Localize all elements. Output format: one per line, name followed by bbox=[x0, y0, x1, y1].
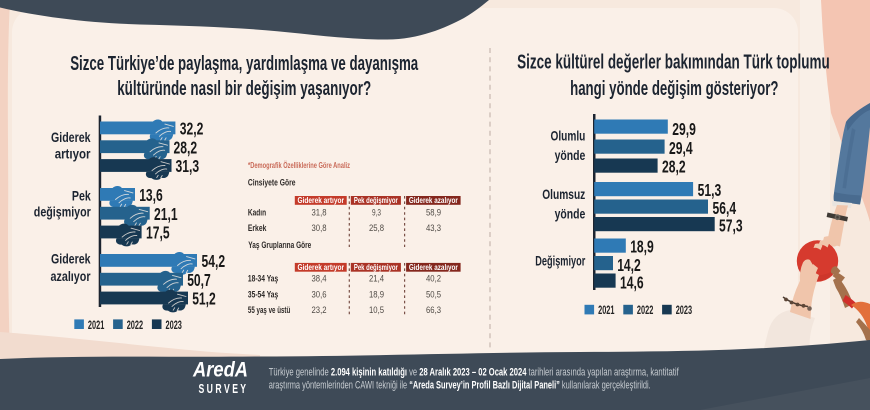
svg-text:38,4: 38,4 bbox=[312, 272, 327, 283]
svg-text:Giderek: Giderek bbox=[51, 250, 91, 266]
svg-text:Olumlu: Olumlu bbox=[551, 128, 586, 144]
svg-text:2021: 2021 bbox=[88, 318, 104, 332]
svg-text:25,8: 25,8 bbox=[369, 222, 384, 233]
svg-text:43,3: 43,3 bbox=[426, 222, 441, 233]
svg-text:31,8: 31,8 bbox=[312, 207, 327, 218]
svg-text:Türkiye genelinde 2.094 kişini: Türkiye genelinde 2.094 kişinin katıldığ… bbox=[269, 366, 680, 378]
svg-text:31,3: 31,3 bbox=[176, 156, 200, 176]
svg-text:yönde: yönde bbox=[555, 206, 586, 222]
svg-text:Kadın: Kadın bbox=[248, 208, 266, 218]
svg-text:kültüründe nasıl bir değişim y: kültüründe nasıl bir değişim yaşanıyor? bbox=[117, 78, 371, 100]
svg-text:14,2: 14,2 bbox=[617, 255, 641, 275]
svg-text:Giderek azalıyor: Giderek azalıyor bbox=[409, 262, 459, 272]
svg-text:18-34 Yaş: 18-34 Yaş bbox=[248, 273, 278, 283]
svg-text:18,9: 18,9 bbox=[369, 288, 384, 299]
svg-text:58,9: 58,9 bbox=[426, 207, 441, 218]
svg-text:51,3: 51,3 bbox=[698, 180, 722, 200]
svg-text:Pek değişmiyor: Pek değişmiyor bbox=[354, 262, 399, 272]
svg-text:9,3: 9,3 bbox=[372, 207, 381, 218]
svg-text:28,2: 28,2 bbox=[174, 137, 198, 157]
svg-text:değişmiyor: değişmiyor bbox=[34, 204, 91, 220]
svg-text:yönde: yönde bbox=[555, 147, 586, 163]
svg-text:Cinsiyete Göre: Cinsiyete Göre bbox=[248, 178, 296, 189]
svg-text:Erkek: Erkek bbox=[248, 223, 267, 233]
svg-text:18,9: 18,9 bbox=[630, 237, 654, 257]
svg-text:10,5: 10,5 bbox=[369, 304, 384, 315]
svg-text:2021: 2021 bbox=[598, 303, 614, 317]
svg-text:S U R V E Y: S U R V E Y bbox=[199, 382, 247, 396]
svg-text:Yaş Gruplarına Göre: Yaş Gruplarına Göre bbox=[248, 240, 311, 251]
svg-text:50,5: 50,5 bbox=[426, 288, 441, 299]
svg-text:50,7: 50,7 bbox=[187, 270, 211, 290]
svg-text:Giderek: Giderek bbox=[51, 129, 91, 145]
svg-text:30,8: 30,8 bbox=[312, 222, 327, 233]
svg-text:Olumsuz: Olumsuz bbox=[542, 186, 585, 202]
svg-text:hangi yönde değişim gösteriyor: hangi yönde değişim gösteriyor? bbox=[570, 78, 778, 100]
svg-text:Sizce Türkiye’de paylaşma, yar: Sizce Türkiye’de paylaşma, yardımlaşma v… bbox=[70, 53, 419, 75]
svg-text:23,2: 23,2 bbox=[312, 304, 327, 315]
svg-text:57,3: 57,3 bbox=[719, 216, 743, 236]
svg-text:azalıyor: azalıyor bbox=[51, 268, 91, 284]
svg-text:AredA: AredA bbox=[192, 358, 248, 382]
svg-text:56,4: 56,4 bbox=[713, 198, 737, 218]
svg-text:17,5: 17,5 bbox=[146, 223, 170, 243]
svg-text:2022: 2022 bbox=[637, 303, 653, 317]
svg-text:artıyor: artıyor bbox=[55, 146, 91, 162]
svg-text:Sizce kültürel değerler bakımı: Sizce kültürel değerler bakımından Türk … bbox=[517, 52, 830, 74]
svg-text:13,6: 13,6 bbox=[139, 185, 163, 205]
svg-text:Giderek azalıyor: Giderek azalıyor bbox=[409, 195, 459, 205]
svg-text:2022: 2022 bbox=[127, 318, 143, 332]
svg-text:32,2: 32,2 bbox=[180, 119, 204, 139]
svg-text:araştırma yöntemlerinden CAWI: araştırma yöntemlerinden CAWI tekniği il… bbox=[269, 380, 651, 392]
svg-text:55 yaş ve üstü: 55 yaş ve üstü bbox=[248, 305, 290, 315]
svg-text:Pek değişmiyor: Pek değişmiyor bbox=[354, 195, 399, 205]
svg-text:66,3: 66,3 bbox=[426, 304, 441, 315]
svg-text:28,2: 28,2 bbox=[662, 157, 686, 177]
svg-text:14,6: 14,6 bbox=[620, 272, 644, 292]
svg-text:40,2: 40,2 bbox=[426, 272, 441, 283]
svg-text:*Demografik Özelliklerine Göre: *Demografik Özelliklerine Göre Analiz bbox=[248, 160, 350, 170]
svg-text:2023: 2023 bbox=[166, 318, 182, 332]
svg-text:35-54 Yaş: 35-54 Yaş bbox=[248, 289, 278, 299]
svg-text:Giderek artıyor: Giderek artıyor bbox=[298, 195, 345, 205]
svg-text:21,4: 21,4 bbox=[369, 272, 384, 283]
svg-text:30,6: 30,6 bbox=[312, 288, 327, 299]
svg-text:Pek: Pek bbox=[72, 187, 91, 203]
svg-text:2023: 2023 bbox=[676, 303, 692, 317]
svg-text:21,1: 21,1 bbox=[154, 204, 178, 224]
svg-text:29,9: 29,9 bbox=[672, 119, 696, 139]
svg-text:Değişmiyor: Değişmiyor bbox=[535, 253, 585, 269]
svg-text:Giderek artıyor: Giderek artıyor bbox=[298, 262, 345, 272]
svg-text:54,2: 54,2 bbox=[202, 251, 226, 271]
svg-text:51,2: 51,2 bbox=[192, 289, 216, 309]
svg-text:29,4: 29,4 bbox=[669, 138, 693, 158]
